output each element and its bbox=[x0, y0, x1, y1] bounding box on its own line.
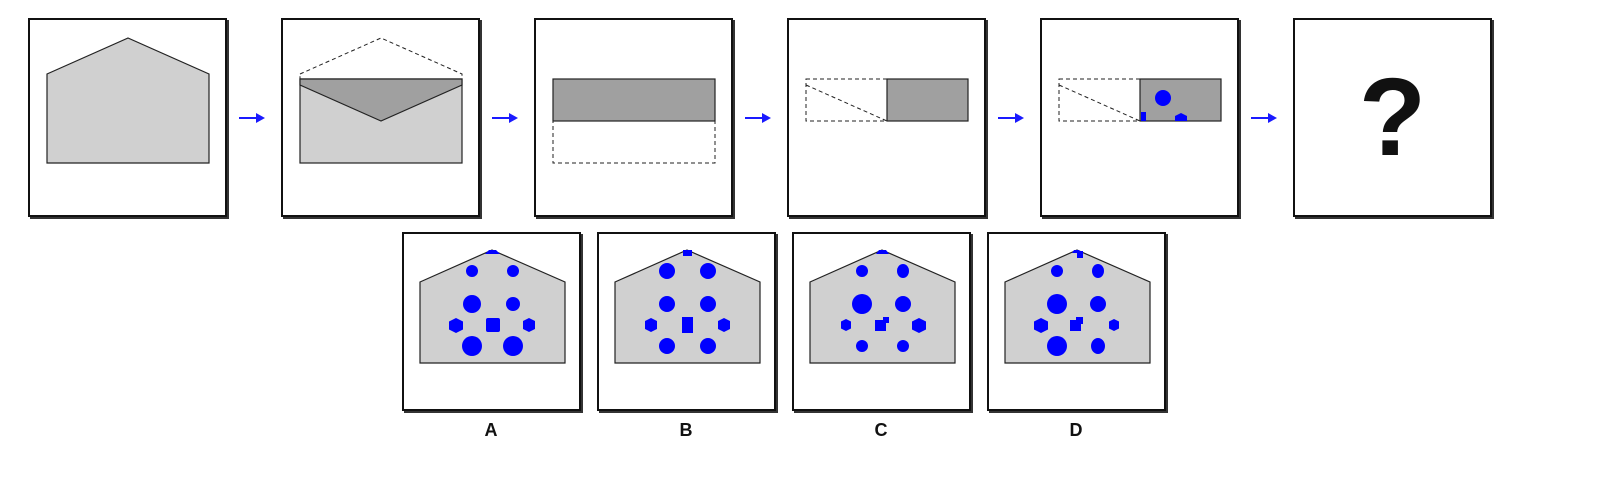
envelope-shape bbox=[614, 249, 761, 364]
option-a-label[interactable]: A bbox=[484, 420, 498, 440]
top-hexagon bbox=[876, 250, 889, 254]
question-mark: ? bbox=[1358, 55, 1427, 179]
step-2-open-flap bbox=[281, 18, 480, 217]
step-4-fold-left bbox=[787, 18, 986, 217]
option-d-label[interactable]: D bbox=[1069, 420, 1083, 440]
option-b-label[interactable]: B bbox=[679, 420, 693, 440]
arrow-right-icon bbox=[492, 113, 518, 123]
folded-quarter bbox=[886, 78, 969, 122]
former-flap-diagonal bbox=[805, 84, 888, 122]
punched-hexagon bbox=[1175, 113, 1187, 121]
former-flap-diagonal bbox=[1058, 84, 1141, 122]
former-left-outline bbox=[1058, 78, 1141, 122]
former-bottom-outline bbox=[552, 120, 716, 164]
arrow-right-icon bbox=[745, 113, 771, 123]
inner-flap bbox=[299, 78, 463, 122]
folded-top-half bbox=[552, 78, 716, 122]
envelope-shape bbox=[809, 249, 956, 364]
envelope-shape bbox=[1004, 249, 1151, 364]
step-1-closed-envelope bbox=[28, 18, 227, 217]
opened-flap-outline bbox=[299, 37, 463, 80]
step-5-punched bbox=[1040, 18, 1239, 217]
arrow-right-icon bbox=[239, 113, 265, 123]
envelope-shape bbox=[46, 37, 210, 164]
option-d-panel[interactable] bbox=[987, 232, 1166, 411]
top-square bbox=[683, 250, 692, 256]
step-6-unknown: ? bbox=[1293, 18, 1492, 217]
step-3-fold-down bbox=[534, 18, 733, 217]
top-hexagon bbox=[485, 250, 500, 254]
arrow-right-icon bbox=[1251, 113, 1277, 123]
former-left-outline bbox=[805, 78, 888, 122]
punched-circle bbox=[1155, 90, 1171, 106]
punched-square bbox=[1141, 112, 1146, 121]
option-c-label[interactable]: C bbox=[874, 420, 888, 440]
option-a-panel[interactable] bbox=[402, 232, 581, 411]
option-c-panel[interactable] bbox=[792, 232, 971, 411]
envelope-shape bbox=[419, 249, 566, 364]
arrow-right-icon bbox=[998, 113, 1024, 123]
top-square bbox=[1077, 251, 1083, 258]
option-b-panel[interactable] bbox=[597, 232, 776, 411]
